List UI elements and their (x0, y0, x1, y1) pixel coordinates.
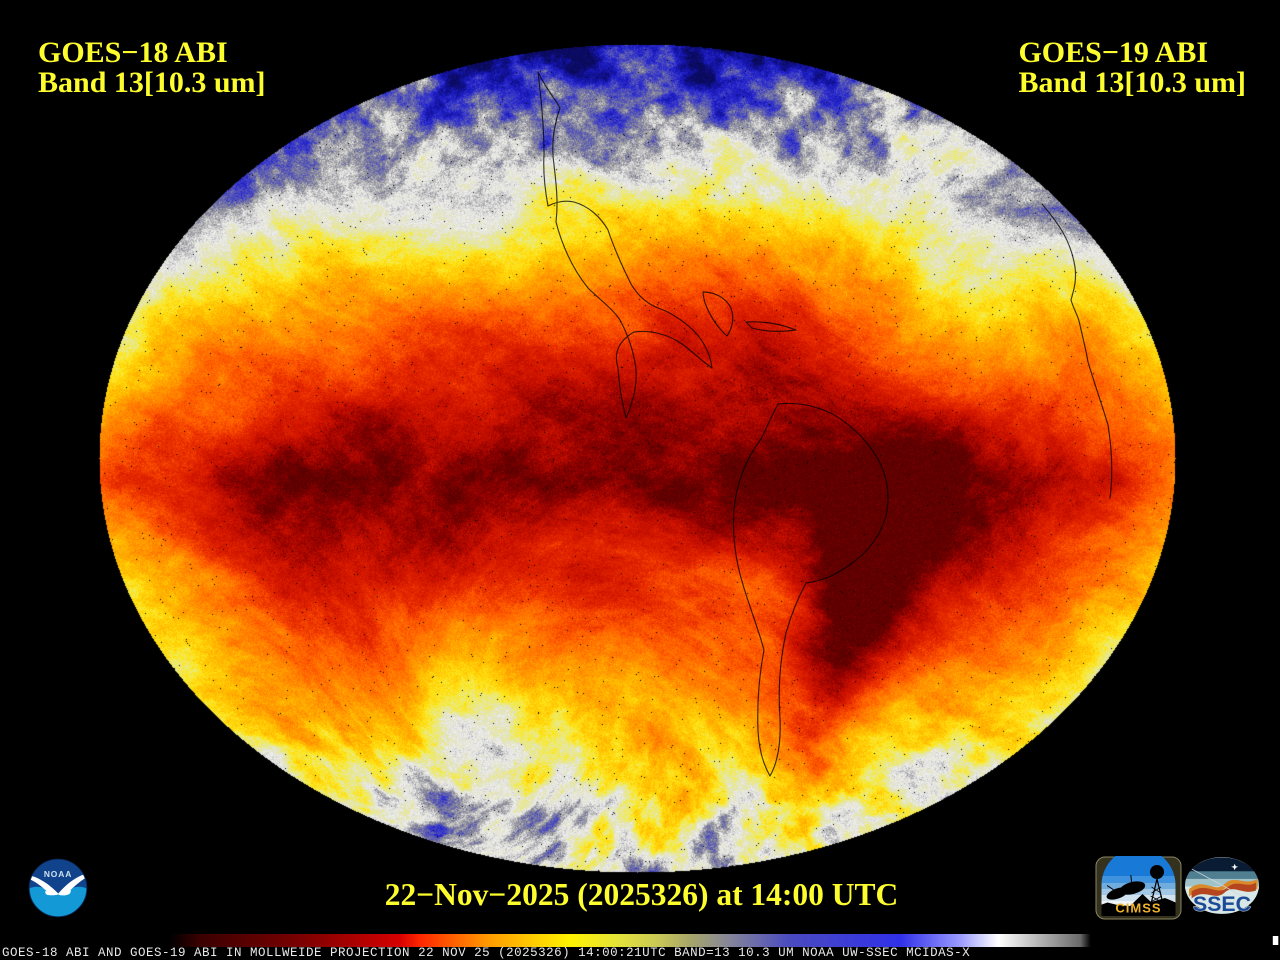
svg-text:NOAA: NOAA (44, 869, 72, 879)
svg-text:SSEC: SSEC (1193, 892, 1251, 916)
svg-text:CIMSS: CIMSS (1115, 901, 1161, 916)
